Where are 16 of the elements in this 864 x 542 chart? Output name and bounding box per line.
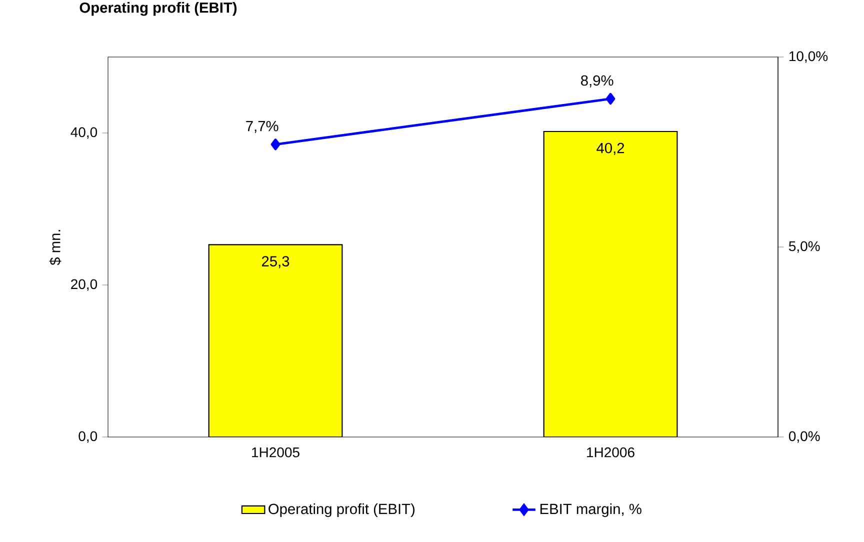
legend-label: Operating profit (EBIT) — [268, 503, 414, 518]
y2-tick-label: 0,0% — [788, 431, 820, 443]
data-label: 8,9% — [580, 75, 614, 88]
y2-tick-label: 10,0% — [789, 51, 828, 63]
y-axis-title: $ mn. — [49, 230, 62, 266]
x-tick-label: 1H2006 — [587, 447, 634, 458]
legend-label: EBIT margin, % — [540, 503, 642, 518]
chart-title: Operating profit (EBIT) — [80, 2, 237, 16]
data-label: 40,2 — [596, 142, 624, 155]
x-tick-label: 1H2005 — [252, 447, 300, 458]
y2-tick-label: 5,0% — [788, 241, 820, 253]
data-label: 7,7% — [246, 120, 278, 134]
y-tick-label: 40,0 — [70, 127, 98, 139]
y-tick-label: 20,0 — [71, 279, 98, 291]
data-label: 25,3 — [262, 256, 290, 268]
y-tick-label: 0,0 — [78, 431, 98, 443]
